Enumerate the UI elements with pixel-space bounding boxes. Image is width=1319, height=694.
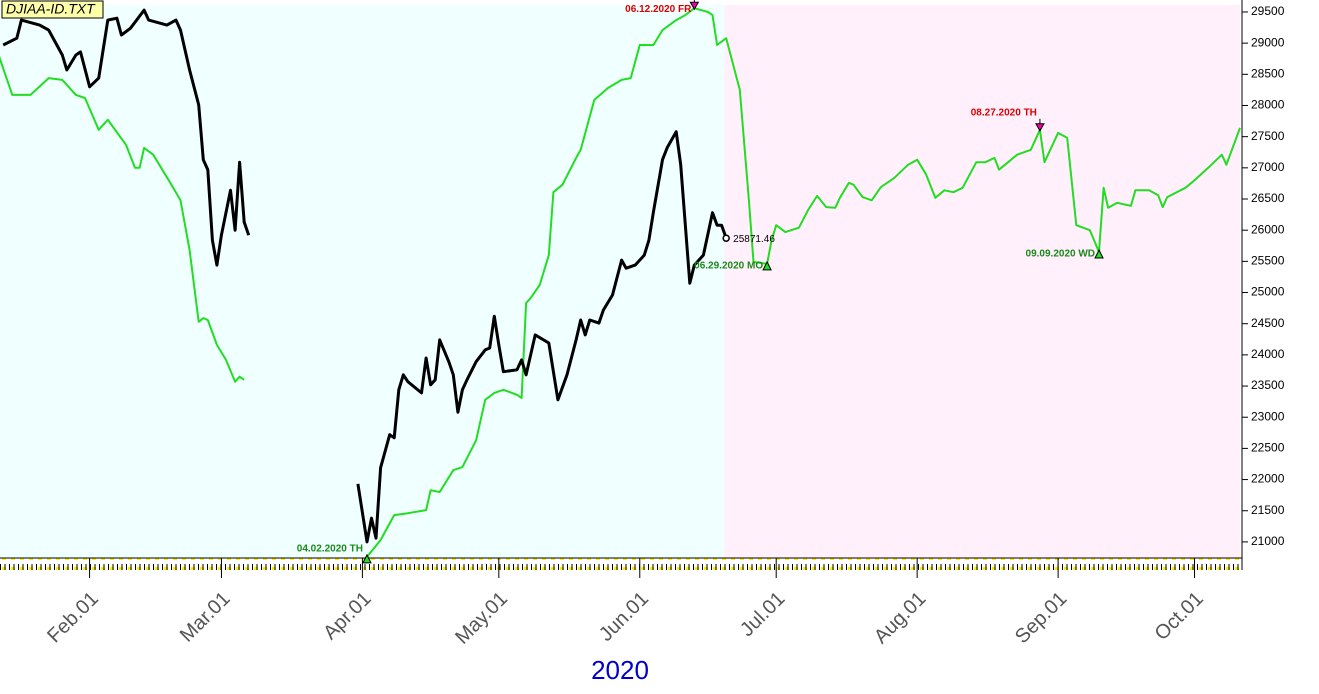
y-tick-label: 24000	[1251, 347, 1285, 361]
annotation-label: 04.02.2020 TH	[297, 544, 363, 555]
x-tick-label: Apr.01	[319, 588, 375, 644]
annotation-marker	[1035, 123, 1045, 132]
last-point	[722, 234, 730, 242]
annotation-marker	[362, 553, 372, 564]
title-box	[1, 0, 104, 19]
y-tick-label: 27000	[1251, 160, 1285, 174]
x-tick-label: Oct.01	[1151, 588, 1208, 645]
x-tick-label: May.01	[451, 588, 512, 649]
y-tick-label: 28500	[1251, 66, 1285, 80]
y-tick-label: 26000	[1251, 222, 1285, 236]
plot: 25871.46 06.12.2020 FR 08.27.2020 TH 04.02.…	[0, 0, 1241, 564]
y-tick-label: 22000	[1251, 472, 1285, 486]
annotation-label: 08.27.2020 TH	[971, 107, 1037, 118]
shaded-region	[0, 5, 725, 558]
series-line	[2, 8, 728, 544]
x-ruler	[0, 558, 1240, 570]
y-tick-label: 27500	[1251, 129, 1285, 143]
x-tick-label: Jun.01	[595, 588, 653, 646]
y-tick-label: 29000	[1251, 35, 1285, 49]
shaded-region	[724, 5, 1240, 558]
annotation-marker	[1094, 248, 1104, 259]
annotation-label: 06.12.2020 FR	[625, 4, 692, 15]
x-axis-label: 2020	[591, 655, 649, 685]
x-tick-label: Aug.01	[870, 588, 930, 648]
y-tick-label: 22500	[1251, 441, 1285, 455]
y-tick-label: 26500	[1251, 191, 1285, 205]
x-tick-label: Mar.01	[176, 588, 235, 647]
y-tick-label: 28000	[1251, 98, 1285, 112]
plot-background	[0, 5, 1240, 558]
last-value-label: 25871.46	[733, 234, 775, 245]
y-tick-label: 25000	[1251, 285, 1285, 299]
x-tick-label: Sep.01	[1011, 588, 1071, 648]
y-tick-label: 23500	[1251, 378, 1285, 392]
chart-title: DJIAA-ID.TXT	[6, 1, 96, 17]
y-tick-label: 29500	[1251, 4, 1285, 18]
y-tick-label: 21000	[1251, 534, 1285, 548]
annotation-marker	[762, 260, 772, 271]
x-tick-label: Jul.01	[736, 588, 789, 641]
annotation-marker	[689, 1, 700, 11]
y-tick-label: 23000	[1251, 409, 1285, 423]
y-tick-label: 24500	[1251, 316, 1285, 330]
y-tick-label: 25500	[1251, 254, 1285, 268]
annotation-label: 06.29.2020 MO	[694, 260, 763, 271]
annotation-label: 09.09.2020 WD	[1026, 249, 1096, 260]
series-line	[0, 7, 1241, 558]
y-tick-label: 21500	[1251, 503, 1285, 517]
x-tick-label: Feb.01	[43, 588, 103, 648]
